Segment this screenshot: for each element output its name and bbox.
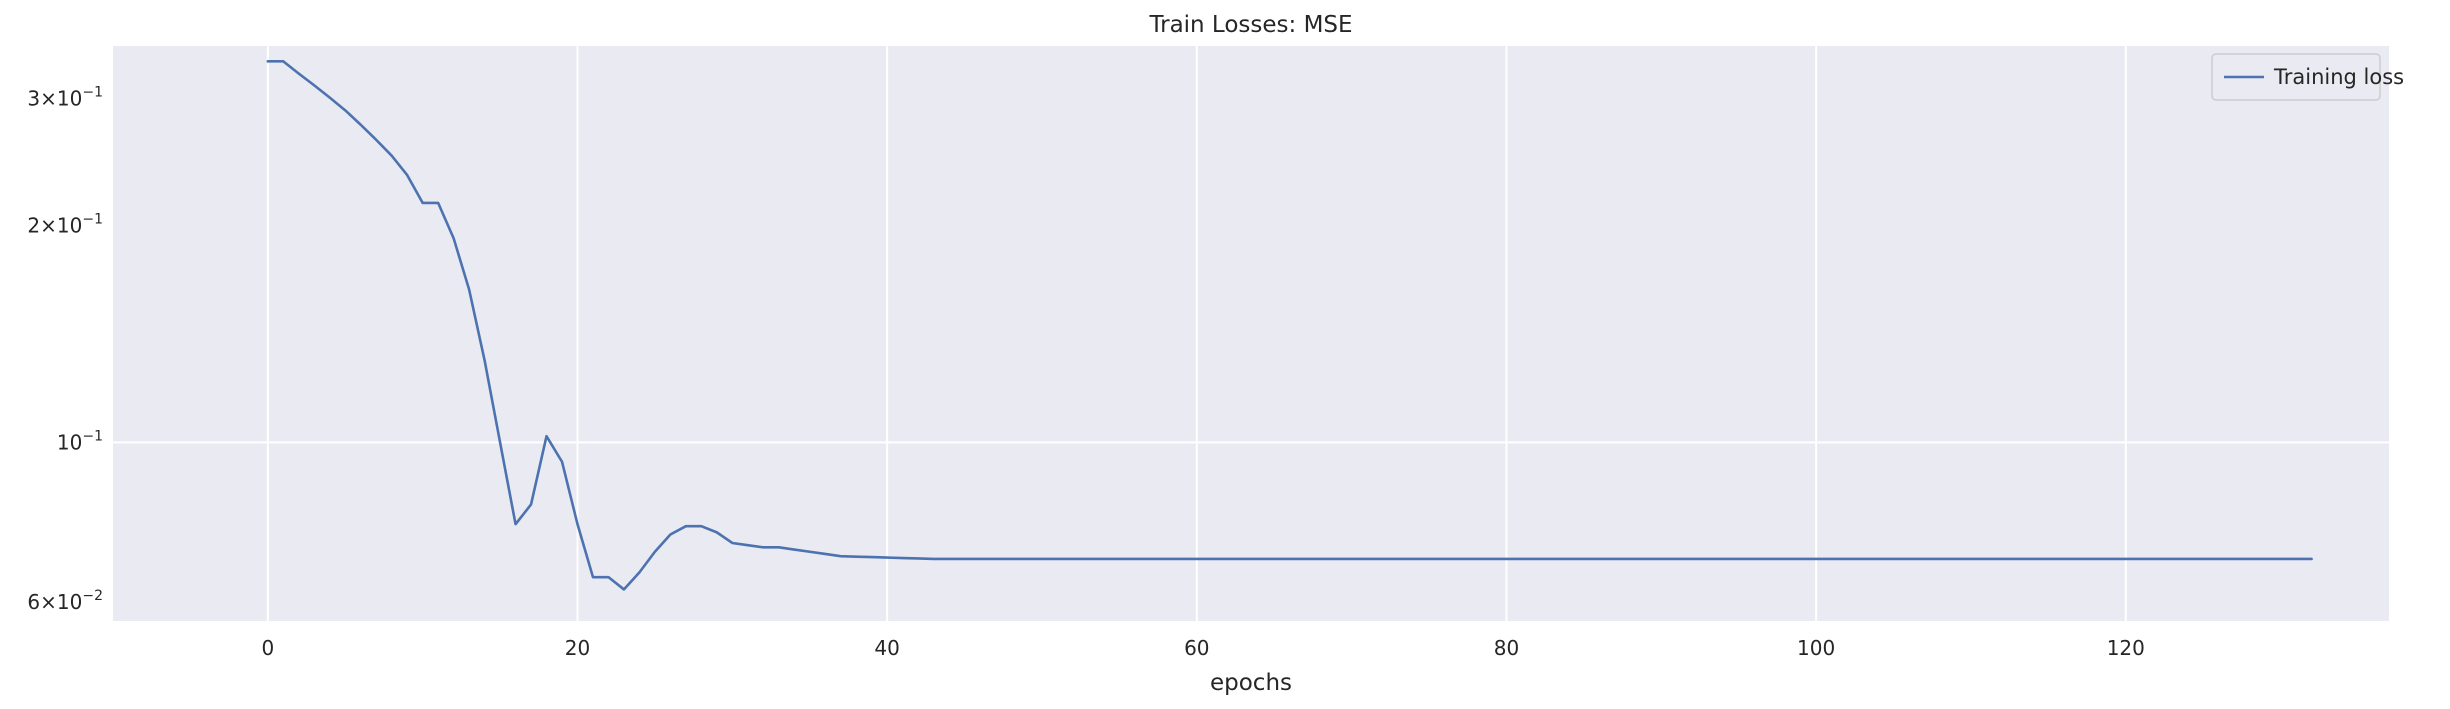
y-tick-label: 6×10−2 <box>27 588 103 614</box>
x-tick-label: 120 <box>2107 636 2145 660</box>
y-tick-label: 10−1 <box>57 428 103 454</box>
ticks: 0 20 40 60 80 100 120 3×10−1 2×10−1 10−1 6×10−2 <box>27 85 2144 660</box>
x-tick-label: 20 <box>565 636 590 660</box>
series-layer <box>266 60 2313 591</box>
legend: Training loss <box>2211 53 2404 101</box>
plot-area <box>113 46 2389 621</box>
chart-title: Train Losses: MSE <box>1148 12 1352 38</box>
x-axis-label: epochs <box>1210 670 1292 696</box>
legend-label: Training loss <box>2273 65 2404 89</box>
y-tick-label: 3×10−1 <box>27 85 103 111</box>
x-tick-label: 0 <box>261 636 274 660</box>
x-tick-label: 60 <box>1184 636 1209 660</box>
y-tick-label: 2×10−1 <box>27 212 103 238</box>
legend-box <box>2211 53 2381 101</box>
x-tick-label: 80 <box>1494 636 1519 660</box>
x-tick-label: 100 <box>1797 636 1835 660</box>
grid <box>113 46 2389 621</box>
series-line <box>266 60 2313 591</box>
x-tick-label: 40 <box>874 636 899 660</box>
